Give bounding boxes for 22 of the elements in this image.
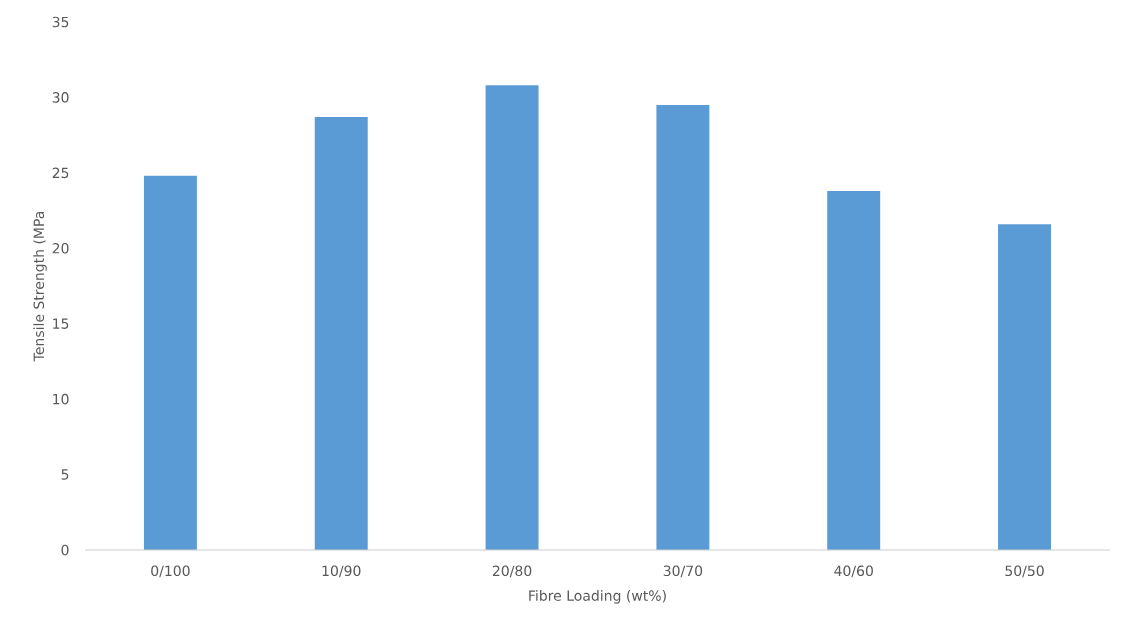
x-tick-label: 40/60 <box>834 565 873 578</box>
y-tick-label: 15 <box>53 318 69 329</box>
x-tick-label: 50/50 <box>1005 565 1044 578</box>
y-axis-title: Tensile Strength (MPa <box>33 211 47 362</box>
y-tick-label: 35 <box>52 16 69 28</box>
x-tick-label: 30/70 <box>663 565 703 578</box>
y-tick-label: 25 <box>52 167 69 179</box>
x-tick-label: 0/100 <box>151 565 190 578</box>
y-tick-label: 30 <box>52 92 69 103</box>
y-tick-label: 5 <box>61 469 69 480</box>
x-tick-label: 20/80 <box>492 565 532 578</box>
bar <box>143 175 197 550</box>
bar <box>485 85 539 550</box>
y-tick-label: 20 <box>52 242 69 254</box>
x-axis-title: Fibre Loading (wt%) <box>529 590 666 604</box>
y-tick-label: 10 <box>53 393 69 405</box>
bar <box>998 224 1051 550</box>
bar <box>314 117 368 550</box>
bar <box>827 190 881 550</box>
bar <box>656 104 710 550</box>
x-tick-label: 10/90 <box>322 565 361 578</box>
y-tick-label: 0 <box>61 544 69 556</box>
